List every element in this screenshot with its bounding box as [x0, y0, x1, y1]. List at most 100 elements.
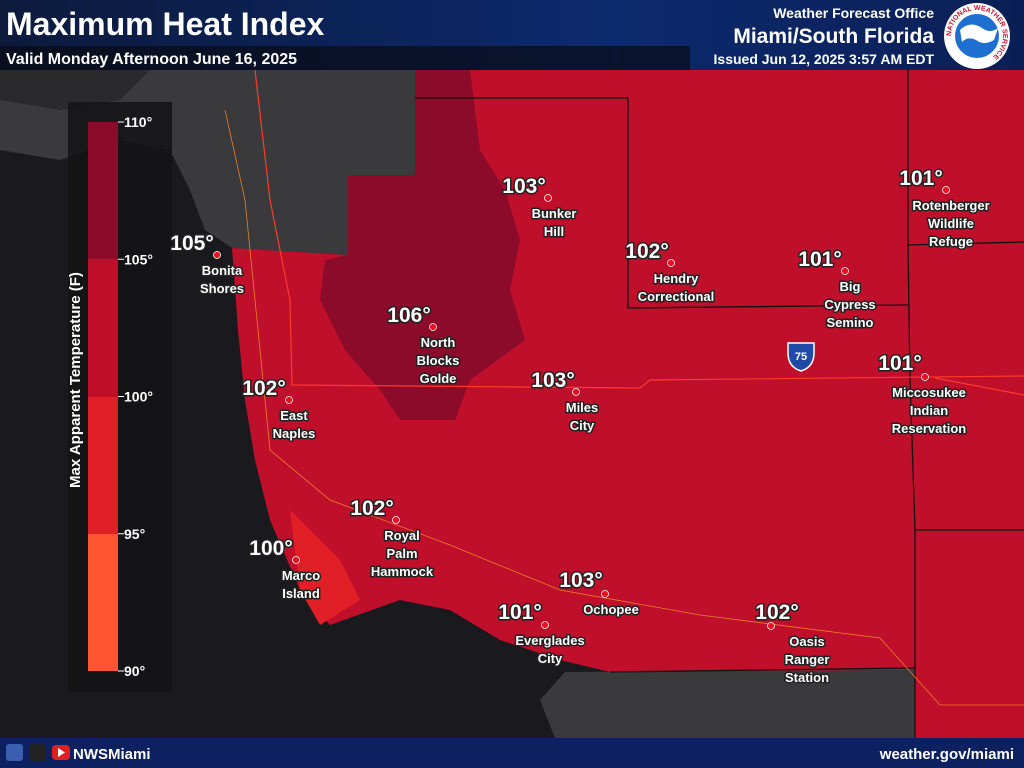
- social-handle[interactable]: NWSMiami: [73, 746, 151, 763]
- place-name: Royal: [384, 528, 419, 543]
- place: 101° Rotenberger Wildlife Refuge: [898, 166, 991, 251]
- place-value: 101°: [798, 248, 841, 271]
- place-name: Rotenberger: [912, 198, 989, 213]
- office-line: Weather Forecast Office: [773, 5, 934, 21]
- place-dot: [292, 556, 300, 564]
- place-name: North: [421, 335, 456, 350]
- place-value: 101°: [899, 167, 942, 190]
- legend-swatch: [88, 534, 118, 671]
- website[interactable]: weather.gov/miami: [879, 746, 1014, 763]
- place-name: City: [538, 651, 563, 666]
- footer-bar: [0, 738, 1024, 768]
- heat-area-95-100: [290, 510, 360, 625]
- place-value: 102°: [625, 240, 668, 263]
- legend-swatch: [88, 259, 118, 397]
- place-name: Island: [282, 586, 320, 601]
- place-dot: [767, 622, 775, 630]
- place-value: 103°: [531, 369, 574, 392]
- place-dot: [544, 194, 552, 202]
- place-name: City: [570, 418, 595, 433]
- place: 103° Bunker Hill: [501, 174, 578, 241]
- place-dot: [572, 388, 580, 396]
- place: 103° Ochopee: [558, 568, 641, 619]
- place: 102° East Naples: [241, 376, 317, 443]
- place-value: 103°: [559, 569, 602, 592]
- x-icon[interactable]: [29, 744, 46, 761]
- place-name: Oasis: [789, 634, 824, 649]
- place-value: 101°: [878, 352, 921, 375]
- heat-area-105-110: [320, 70, 525, 420]
- place-name: Bonita: [202, 263, 243, 278]
- place-name: Refuge: [929, 234, 973, 249]
- place-name: Ranger: [785, 652, 830, 667]
- place-name: Big: [840, 279, 861, 294]
- place-dot: [213, 251, 221, 259]
- place-dot: [392, 516, 400, 524]
- place: 101° Everglades City: [497, 600, 586, 668]
- place-name: Marco: [282, 568, 320, 583]
- place-name: Miles: [566, 400, 599, 415]
- roads: [254, 69, 1024, 396]
- legend-tick-label: 105°: [124, 251, 153, 267]
- legend-tick-label: 90°: [124, 663, 145, 679]
- place-value: 102°: [755, 601, 798, 624]
- place-dot: [667, 259, 675, 267]
- issued-time: Issued Jun 12, 2025 3:57 AM EDT: [714, 51, 935, 67]
- office: Miami/South Florida: [733, 25, 934, 48]
- land-outside: [540, 670, 915, 738]
- place: 102° Royal Palm Hammock: [349, 496, 436, 581]
- place-name: Semino: [827, 315, 874, 330]
- place-name: Cypress: [824, 297, 875, 312]
- legend-title: Max Apparent Temperature (F): [67, 272, 84, 488]
- place-value: 102°: [350, 497, 393, 520]
- place-name: Golde: [420, 371, 457, 386]
- interstate-shield: [787, 342, 815, 372]
- place-dot: [921, 373, 929, 381]
- subtitle-band: [0, 46, 690, 70]
- place: 100° Marco Island: [248, 536, 322, 603]
- place-name: Miccosukee: [892, 385, 966, 400]
- place-name: Hill: [544, 224, 564, 239]
- place-dot: [285, 396, 293, 404]
- youtube-play: [58, 748, 65, 757]
- county-lines: [415, 70, 1024, 738]
- place-name: Blocks: [417, 353, 460, 368]
- place-name: Bunker: [532, 206, 577, 221]
- place-name: Palm: [386, 546, 417, 561]
- place-value: 105°: [170, 232, 213, 255]
- place-name: Station: [785, 670, 829, 685]
- place: 102° Hendry Correctional: [624, 239, 716, 306]
- place: 106° North Blocks Golde: [386, 303, 461, 388]
- place-dot: [841, 267, 849, 275]
- place-dot: [429, 323, 437, 331]
- place-value: 106°: [387, 304, 430, 327]
- place: 101° Miccosukee Indian Reservation: [877, 351, 968, 438]
- facebook-icon[interactable]: [6, 744, 23, 761]
- land-outside: [0, 70, 150, 110]
- place-name: Indian: [910, 403, 948, 418]
- place-name: Hendry: [654, 271, 700, 286]
- place-dot: [541, 621, 549, 629]
- legend-swatch: [88, 122, 118, 259]
- place-dot: [942, 186, 950, 194]
- place-name: Ochopee: [583, 602, 639, 617]
- legend-swatch: [88, 397, 118, 534]
- place: 103° Miles City: [530, 368, 600, 435]
- legend-tick-label: 95°: [124, 526, 145, 542]
- place-dot: [601, 590, 609, 598]
- highway: [224, 109, 1024, 706]
- valid-time: Valid Monday Afternoon June 16, 2025: [6, 51, 297, 68]
- place-value: 100°: [249, 537, 292, 560]
- place-name: Reservation: [892, 421, 966, 436]
- place: 102° Oasis Ranger Station: [754, 600, 831, 687]
- place-name: Everglades: [515, 633, 584, 648]
- place-value: 102°: [242, 377, 285, 400]
- legend-tick-label: 100°: [124, 389, 153, 405]
- interstate-number: 75: [795, 351, 807, 363]
- place-name: Naples: [273, 426, 316, 441]
- place-name: Correctional: [638, 289, 715, 304]
- legend-tick-label: 110°: [124, 114, 152, 130]
- title: Maximum Heat Index: [6, 6, 325, 42]
- place-value: 103°: [502, 175, 545, 198]
